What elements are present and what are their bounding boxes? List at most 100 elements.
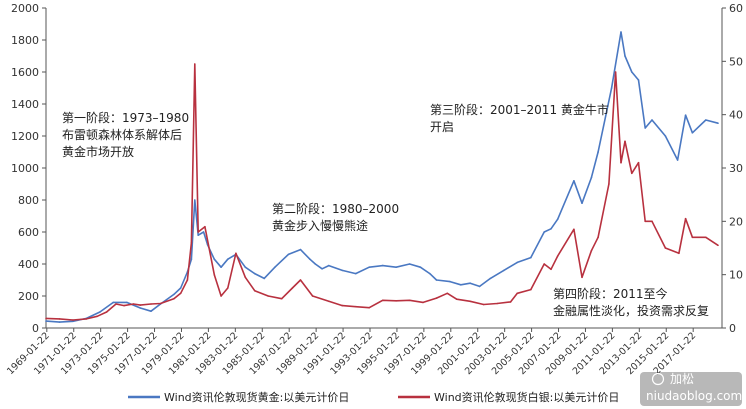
- silver-point: [482, 303, 485, 306]
- gold-point: [202, 231, 205, 233]
- gold-point: [253, 272, 256, 275]
- gold-point: [429, 272, 431, 275]
- silver-point: [354, 305, 357, 308]
- silver-point: [530, 288, 532, 291]
- y-left-tick-label: 1800: [11, 34, 39, 47]
- annotation-phase-2: 第二阶段：1980–2000 黄金步入慢慢熊途: [272, 201, 399, 233]
- silver-point: [455, 298, 458, 301]
- gold-point: [717, 122, 719, 124]
- watermark-backdrop: [640, 372, 742, 406]
- silver-point: [197, 231, 199, 233]
- silver-point: [408, 299, 411, 302]
- silver-point: [299, 279, 302, 281]
- silver-point: [105, 311, 108, 313]
- silver-point: [194, 63, 196, 65]
- annotation-line: 第二阶段：1980–2000: [272, 201, 399, 216]
- gold-point: [637, 79, 640, 81]
- gold-point: [676, 159, 679, 161]
- annotation-line: 金融属性淡化，投资需求反复: [553, 303, 709, 318]
- gold-point: [435, 279, 438, 281]
- gold-point: [227, 258, 229, 261]
- gold-point: [321, 268, 323, 270]
- silver-point: [509, 301, 512, 303]
- silver-point: [631, 172, 633, 175]
- gold-point: [469, 282, 472, 285]
- tick-labels: 0 200 400 600 800 1000 1200 1400 1600 1800 2000 0 10…: [5, 2, 743, 377]
- gold-point: [112, 301, 115, 304]
- silver-point: [422, 301, 424, 304]
- silver-point: [311, 295, 314, 297]
- silver-point: [691, 236, 694, 239]
- gold-point: [139, 307, 142, 309]
- annotation-line: 开启: [430, 120, 454, 134]
- silver-point: [624, 140, 626, 143]
- silver-point: [213, 273, 216, 276]
- silver-point: [717, 244, 719, 247]
- silver-point: [556, 255, 559, 257]
- silver-point: [45, 317, 47, 320]
- silver-point: [227, 287, 229, 289]
- silver-point: [368, 306, 371, 309]
- silver-point: [150, 303, 152, 305]
- gold-point: [610, 87, 613, 89]
- legend: Wind资讯伦敦现货黄金:以美元计价日 Wind资讯伦敦现货白银:以美元计价日: [128, 390, 619, 404]
- gold-price-line: [45, 31, 719, 323]
- gold-point: [126, 301, 128, 304]
- gold-point: [395, 266, 397, 269]
- silver-point: [705, 236, 707, 239]
- y-right-tick-label: 60: [729, 2, 743, 15]
- gold-point: [460, 284, 462, 286]
- silver-point: [139, 304, 142, 306]
- y-right-tick-label: 30: [729, 162, 743, 175]
- gold-point: [72, 320, 74, 323]
- gold-point: [173, 293, 175, 296]
- gold-point: [45, 320, 47, 322]
- gold-point: [179, 287, 182, 289]
- silver-point: [123, 304, 125, 307]
- watermark-brand: 加松: [670, 372, 694, 386]
- gold-point: [664, 135, 667, 137]
- silver-point: [280, 297, 283, 300]
- silver-point: [244, 276, 247, 279]
- gold-point: [530, 256, 532, 259]
- y-left-tick-label: 800: [18, 194, 39, 207]
- gold-point: [197, 234, 199, 236]
- axes: [45, 8, 723, 329]
- annotation-line: 黄金市场开放: [62, 144, 134, 159]
- silver-point: [173, 297, 175, 300]
- silver-point: [590, 249, 593, 252]
- silver-point: [516, 292, 519, 295]
- silver-point: [267, 295, 270, 297]
- gold-point: [274, 266, 276, 269]
- gold-point: [624, 55, 626, 57]
- silver-point: [190, 241, 193, 244]
- silver-point: [435, 297, 438, 299]
- y-left-tick-label: 1400: [11, 98, 39, 111]
- silver-point: [469, 300, 472, 303]
- gold-point: [644, 127, 646, 129]
- gold-point: [244, 266, 247, 269]
- silver-point: [446, 292, 449, 295]
- silver-point: [608, 183, 610, 185]
- silver-point: [614, 71, 617, 73]
- silver-point: [581, 276, 583, 279]
- silver-point: [291, 287, 294, 289]
- silver-point: [328, 300, 330, 303]
- gold-point: [691, 132, 694, 134]
- silver-point: [96, 315, 98, 318]
- gold-point: [597, 151, 599, 153]
- gold-point: [543, 231, 545, 233]
- y-right-tick-label: 20: [729, 215, 743, 228]
- y-left-tick-label: 400: [18, 258, 39, 271]
- silver-point: [678, 252, 680, 255]
- gold-point: [299, 248, 302, 251]
- silver-point: [395, 300, 397, 302]
- gold-point: [194, 199, 196, 201]
- gold-point: [309, 258, 311, 261]
- gold-point: [590, 176, 593, 179]
- legend-label-silver: Wind资讯伦敦现货白银:以美元计价日: [434, 390, 619, 404]
